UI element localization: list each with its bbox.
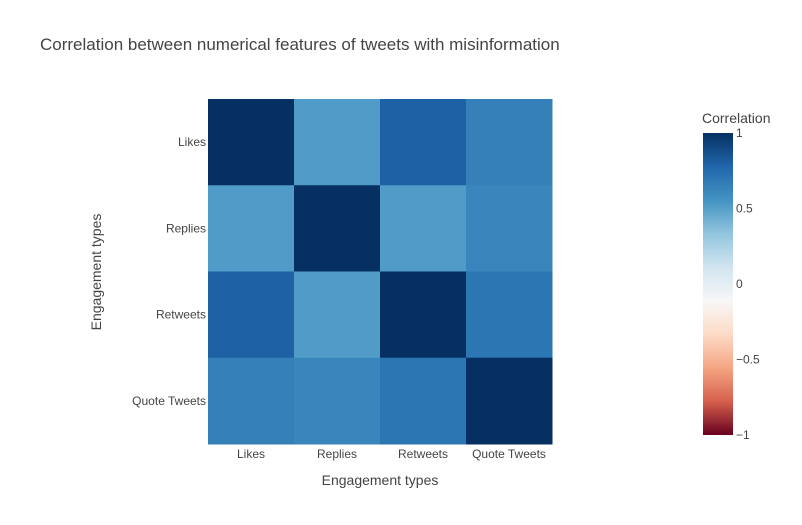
colorbar-tick-label: 1	[736, 126, 743, 140]
heatmap-cell-likes-likes	[208, 99, 295, 186]
y-axis-ticks: Likes Replies Retweets Quote Tweets	[132, 135, 206, 408]
heatmap-cell-likes-replies	[294, 99, 381, 186]
y-tick-label: Likes	[178, 135, 206, 149]
chart-title: Correlation between numerical features o…	[40, 35, 560, 54]
colorbar-tick-label: 0	[736, 277, 743, 291]
heatmap-cell-retweets-retweets	[380, 271, 467, 359]
x-tick-label: Quote Tweets	[472, 447, 546, 461]
x-axis-title: Engagement types	[322, 472, 439, 488]
colorbar-tick-label: 0.5	[736, 202, 753, 216]
y-tick-label: Replies	[166, 221, 206, 235]
x-tick-label: Likes	[237, 447, 265, 461]
heatmap-cell-replies-replies	[294, 185, 381, 272]
colorbar-ticks: 1 0.5 0 −0.5 −1	[736, 126, 760, 442]
colorbar	[703, 133, 733, 435]
heatmap-cell-quote-tweets-retweets	[380, 357, 467, 445]
heatmap-cell-retweets-likes	[208, 271, 295, 359]
colorbar-tick-label: −1	[736, 428, 750, 442]
x-axis-ticks: Likes Replies Retweets Quote Tweets	[237, 447, 546, 461]
y-axis-title: Engagement types	[88, 214, 104, 331]
colorbar-title: Correlation	[702, 110, 770, 126]
colorbar-tick-label: −0.5	[736, 353, 760, 367]
heatmap-cell-quote-tweets-replies	[294, 357, 381, 445]
y-tick-label: Retweets	[156, 308, 206, 322]
heatmap-cell-quote-tweets-quote-tweets	[466, 357, 553, 445]
x-tick-label: Retweets	[398, 447, 448, 461]
heatmap-cell-retweets-replies	[294, 271, 381, 359]
y-tick-label: Quote Tweets	[132, 394, 206, 408]
heatmap-cell-likes-quote-tweets	[466, 99, 553, 186]
heatmap-cell-replies-retweets	[380, 185, 467, 272]
x-tick-label: Replies	[317, 447, 357, 461]
heatmap-cell-quote-tweets-likes	[208, 357, 295, 445]
heatmap-cell-retweets-quote-tweets	[466, 271, 553, 359]
heatmap-cell-replies-likes	[208, 185, 295, 272]
heatmap-cells	[208, 99, 553, 445]
heatmap-cell-likes-retweets	[380, 99, 467, 186]
heatmap-cell-replies-quote-tweets	[466, 185, 553, 272]
